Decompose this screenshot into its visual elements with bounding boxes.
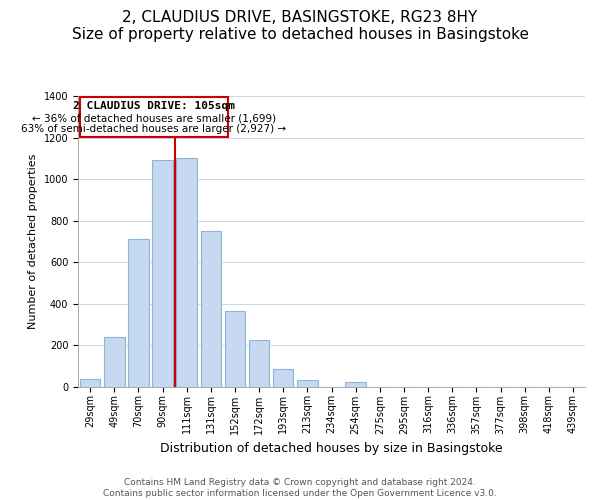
- FancyBboxPatch shape: [80, 98, 228, 137]
- Text: 2 CLAUDIUS DRIVE: 105sqm: 2 CLAUDIUS DRIVE: 105sqm: [73, 102, 235, 112]
- Y-axis label: Number of detached properties: Number of detached properties: [28, 154, 38, 329]
- Text: 63% of semi-detached houses are larger (2,927) →: 63% of semi-detached houses are larger (…: [21, 124, 286, 134]
- Bar: [200, 231, 221, 386]
- Text: 2, CLAUDIUS DRIVE, BASINGSTOKE, RG23 8HY
Size of property relative to detached h: 2, CLAUDIUS DRIVE, BASINGSTOKE, RG23 8HY…: [71, 10, 529, 42]
- Bar: [224, 311, 245, 386]
- Bar: [152, 160, 173, 386]
- Text: Contains HM Land Registry data © Crown copyright and database right 2024.
Contai: Contains HM Land Registry data © Crown c…: [103, 478, 497, 498]
- Bar: [128, 240, 149, 386]
- X-axis label: Distribution of detached houses by size in Basingstoke: Distribution of detached houses by size …: [160, 442, 503, 455]
- Bar: [297, 380, 317, 386]
- Bar: [249, 340, 269, 386]
- Bar: [80, 380, 100, 386]
- Bar: [346, 382, 366, 386]
- Bar: [104, 337, 125, 386]
- Text: ← 36% of detached houses are smaller (1,699): ← 36% of detached houses are smaller (1,…: [32, 113, 276, 123]
- Bar: [176, 158, 197, 386]
- Bar: [273, 369, 293, 386]
